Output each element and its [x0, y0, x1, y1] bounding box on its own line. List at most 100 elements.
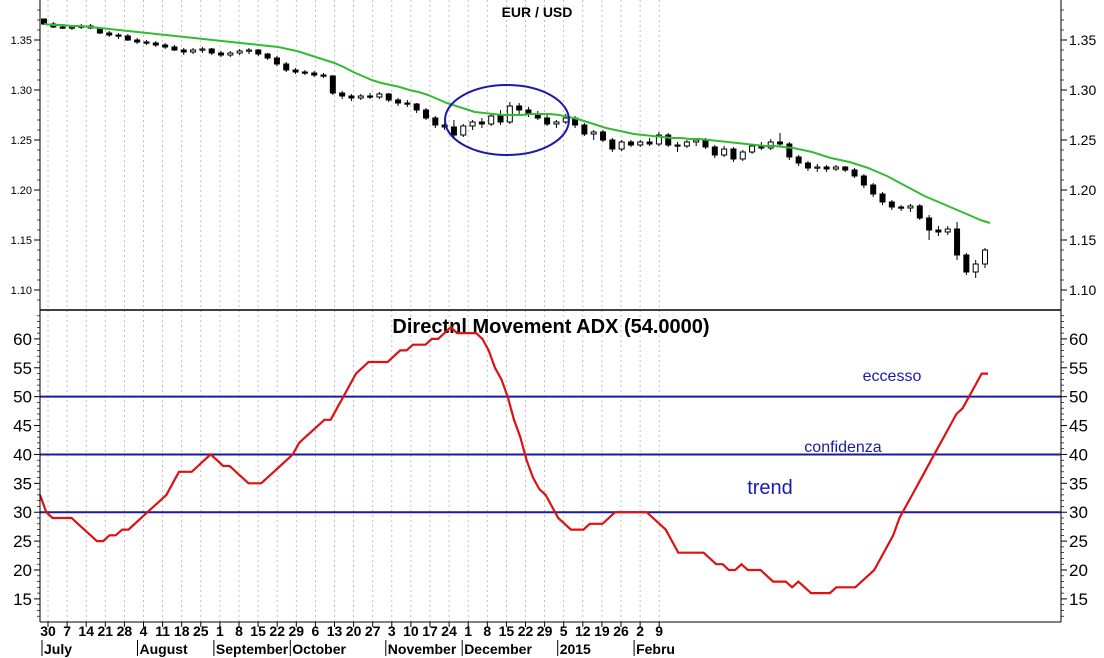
candle-body-down	[730, 148, 737, 160]
candle	[422, 108, 429, 120]
candle-body-down	[385, 93, 392, 101]
candle-body-down	[665, 134, 672, 146]
candle-body-up	[972, 263, 979, 273]
candle-body-down	[208, 48, 215, 54]
candle	[171, 45, 178, 51]
adx-tick-label: 20	[13, 561, 32, 580]
candle	[683, 140, 690, 148]
candle	[627, 140, 634, 147]
candle	[954, 222, 961, 260]
candle	[450, 120, 457, 138]
price-tick-label: 1.15	[11, 235, 32, 247]
candle-body-up	[982, 249, 988, 265]
x-day-label: 1	[216, 623, 224, 639]
level-label-eccesso: eccesso	[863, 368, 922, 385]
adx-tick-label: 50	[13, 388, 32, 407]
candle	[823, 165, 830, 172]
candle-body-down	[870, 184, 877, 195]
adx-tick-label: 55	[1069, 359, 1088, 378]
candle-body-down	[124, 35, 131, 41]
candle	[637, 140, 644, 147]
candle	[777, 133, 784, 146]
price-y-axis-left: 1.10 1.15 1.20 1.25 1.30 1.35	[11, 9, 40, 301]
candle	[721, 146, 728, 157]
x-day-label: 10	[403, 623, 419, 639]
candle-body-down	[879, 193, 886, 203]
moving-average-line	[43, 23, 991, 224]
candle	[609, 138, 616, 152]
x-month-label: 2015	[560, 641, 591, 657]
price-tick-label: 1.30	[1069, 82, 1096, 98]
candle-body-up	[562, 117, 569, 123]
adx-tick-label: 15	[1069, 590, 1088, 609]
candle-body-up	[590, 131, 597, 135]
adx-tick-label: 35	[1069, 474, 1088, 493]
x-day-label: 9	[655, 623, 663, 639]
highlight-circle	[444, 84, 570, 156]
candle-body-down	[171, 46, 178, 51]
price-tick-label: 1.15	[1069, 232, 1096, 248]
candle	[460, 124, 467, 137]
candle	[245, 48, 252, 54]
candle	[898, 205, 905, 211]
adx-level-lines: trend confidenza eccesso	[40, 368, 1061, 514]
x-day-label: 26	[613, 623, 629, 639]
candle-body-down	[404, 102, 411, 105]
candle	[963, 253, 970, 275]
x-day-label: 1	[464, 623, 472, 639]
candle-body-up	[655, 134, 662, 145]
candle-body-down	[422, 109, 429, 119]
candle	[124, 34, 131, 41]
candle	[553, 120, 560, 128]
candle-body-up	[199, 48, 206, 51]
candle	[749, 144, 756, 154]
x-day-label: 11	[155, 623, 170, 639]
candle	[916, 204, 923, 220]
vertical-gridlines	[47, 0, 660, 622]
candle-body-down	[674, 144, 681, 147]
candle	[264, 53, 271, 60]
candle-body-down	[888, 201, 895, 208]
candle	[497, 110, 504, 125]
price-tick-label: 1.35	[11, 35, 32, 47]
candle-body-down	[59, 26, 66, 29]
candle	[590, 130, 597, 140]
adx-tick-label: 30	[1069, 503, 1088, 522]
candle-body-down	[842, 166, 849, 171]
candle-body-down	[702, 139, 709, 148]
candle	[115, 33, 122, 39]
candle	[935, 226, 942, 236]
x-day-label: 4	[140, 623, 148, 639]
x-day-label: 14	[78, 623, 94, 639]
candle-body-down	[823, 166, 830, 170]
x-day-label: 6	[312, 623, 320, 639]
candle-body-down	[348, 95, 355, 99]
candle	[320, 73, 327, 78]
x-day-label: 5	[560, 623, 568, 639]
candle	[208, 48, 215, 55]
candle-body-down	[180, 49, 187, 53]
candle-body-down	[450, 126, 457, 136]
candle	[478, 118, 485, 128]
candle-body-down	[367, 95, 374, 98]
x-day-label: 24	[441, 623, 457, 639]
candle	[404, 100, 411, 107]
candle-body-down	[600, 131, 607, 141]
adx-panel: Directnl Movement ADX (54.0000) 15 20 25 30…	[13, 315, 1088, 617]
candle-body-down	[916, 205, 923, 219]
candle	[395, 98, 402, 106]
candle-body-down	[301, 71, 308, 74]
x-month-label: September	[216, 641, 289, 657]
candle	[860, 174, 867, 188]
x-day-label: 3	[388, 623, 396, 639]
adx-tick-label: 20	[1069, 561, 1088, 580]
candle	[600, 130, 607, 142]
adx-tick-label: 30	[13, 503, 32, 522]
x-day-label: 12	[575, 623, 591, 639]
candle-body-down	[646, 141, 653, 145]
candle-body-down	[329, 75, 336, 94]
candle-body-up	[236, 50, 243, 54]
x-day-label: 8	[483, 623, 491, 639]
candle	[199, 47, 206, 53]
candle-body-down	[162, 44, 169, 48]
